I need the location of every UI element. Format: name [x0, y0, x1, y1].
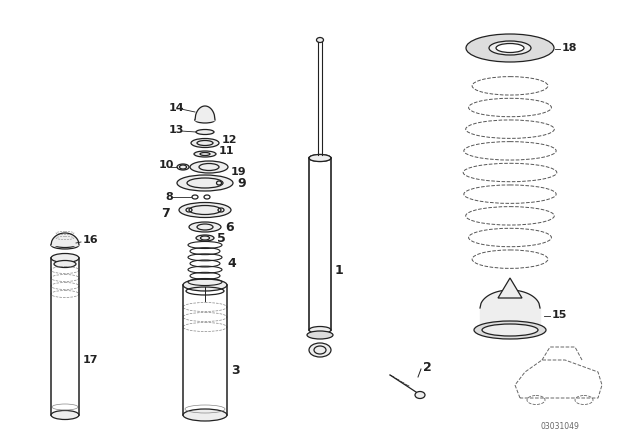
Ellipse shape	[177, 175, 233, 191]
Ellipse shape	[179, 202, 231, 217]
Ellipse shape	[191, 138, 219, 147]
Ellipse shape	[489, 41, 531, 55]
Text: 16: 16	[83, 235, 99, 245]
Ellipse shape	[195, 117, 215, 123]
Text: 12: 12	[222, 135, 237, 145]
Text: 6: 6	[225, 220, 234, 233]
Ellipse shape	[196, 129, 214, 134]
Text: 9: 9	[237, 177, 246, 190]
Text: 11: 11	[219, 146, 234, 156]
Ellipse shape	[415, 392, 425, 399]
Ellipse shape	[54, 260, 76, 267]
Text: 2: 2	[423, 361, 432, 374]
Ellipse shape	[482, 324, 538, 336]
Polygon shape	[498, 278, 522, 298]
Text: 14: 14	[169, 103, 184, 113]
Text: 13: 13	[169, 125, 184, 135]
Ellipse shape	[194, 151, 216, 157]
Text: 4: 4	[227, 257, 236, 270]
Ellipse shape	[51, 254, 79, 263]
Ellipse shape	[307, 331, 333, 339]
Ellipse shape	[190, 161, 228, 173]
Ellipse shape	[474, 321, 546, 339]
Text: 18: 18	[562, 43, 577, 53]
Ellipse shape	[177, 164, 189, 170]
Ellipse shape	[51, 241, 79, 249]
Ellipse shape	[496, 43, 524, 52]
Ellipse shape	[309, 155, 331, 161]
Ellipse shape	[183, 279, 227, 291]
Ellipse shape	[309, 155, 331, 161]
Text: 5: 5	[217, 232, 226, 245]
Ellipse shape	[51, 410, 79, 419]
Ellipse shape	[317, 38, 323, 43]
Ellipse shape	[196, 235, 214, 241]
Ellipse shape	[189, 222, 221, 232]
Text: 3: 3	[231, 363, 239, 376]
Ellipse shape	[309, 327, 331, 333]
Text: 7: 7	[161, 207, 170, 220]
Text: 03031049: 03031049	[541, 422, 579, 431]
Ellipse shape	[183, 409, 227, 421]
Text: 1: 1	[335, 263, 344, 276]
Ellipse shape	[309, 343, 331, 357]
Ellipse shape	[466, 34, 554, 62]
Text: 15: 15	[552, 310, 568, 320]
Text: 10: 10	[159, 160, 174, 170]
Text: 8: 8	[165, 192, 173, 202]
Text: 19: 19	[231, 167, 246, 177]
Text: 17: 17	[83, 355, 99, 365]
